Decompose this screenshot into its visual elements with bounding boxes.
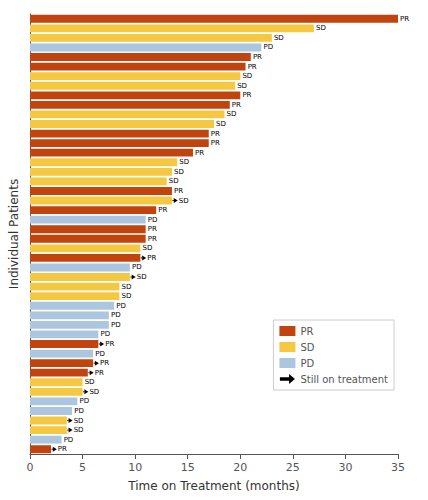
svg-text:35: 35 (391, 461, 405, 474)
svg-text:SD: SD (179, 158, 189, 166)
svg-text:SD: SD (74, 426, 84, 434)
svg-text:SD: SD (137, 273, 147, 281)
svg-text:25: 25 (286, 461, 300, 474)
svg-text:Still on treatment: Still on treatment (300, 374, 388, 385)
svg-text:PR: PR (147, 254, 156, 262)
svg-text:PD: PD (116, 302, 126, 310)
svg-text:30: 30 (338, 461, 352, 474)
svg-text:SD: SD (274, 34, 284, 42)
svg-text:SD: SD (169, 177, 179, 185)
svg-text:PR: PR (148, 225, 157, 233)
svg-text:SD: SD (89, 388, 99, 396)
svg-text:SD: SD (316, 24, 326, 32)
svg-text:15: 15 (181, 461, 195, 474)
svg-text:PR: PR (174, 187, 183, 195)
svg-text:PR: PR (248, 63, 257, 71)
svg-text:PR: PR (95, 369, 104, 377)
svg-text:PR: PR (211, 130, 220, 138)
svg-text:Individual Patients: Individual Patients (7, 179, 21, 289)
svg-text:PD: PD (79, 397, 89, 405)
svg-text:SD: SD (143, 244, 153, 252)
svg-text:PD: PD (132, 263, 142, 271)
svg-text:5: 5 (79, 461, 86, 474)
svg-text:SD: SD (74, 417, 84, 425)
svg-text:PD: PD (111, 311, 121, 319)
svg-text:SD: SD (179, 197, 189, 205)
svg-text:SD: SD (300, 342, 314, 353)
svg-text:SD: SD (237, 82, 247, 90)
svg-text:SD: SD (121, 292, 131, 300)
svg-text:20: 20 (233, 461, 247, 474)
svg-text:PR: PR (105, 340, 114, 348)
svg-text:PD: PD (111, 321, 121, 329)
svg-text:PR: PR (58, 445, 67, 453)
svg-text:0: 0 (27, 461, 34, 474)
svg-text:PD: PD (95, 350, 105, 358)
svg-text:SD: SD (227, 110, 237, 118)
svg-text:PR: PR (232, 101, 241, 109)
svg-text:PD: PD (300, 358, 314, 369)
svg-text:PR: PR (211, 139, 220, 147)
svg-text:SD: SD (216, 120, 226, 128)
svg-text:PD: PD (148, 216, 158, 224)
svg-text:PD: PD (64, 436, 74, 444)
svg-text:Time on Treatment (months): Time on Treatment (months) (127, 479, 299, 493)
svg-text:PD: PD (263, 43, 273, 51)
svg-text:PD: PD (74, 407, 84, 415)
svg-text:SD: SD (85, 378, 95, 386)
svg-text:SD: SD (242, 72, 252, 80)
svg-text:PR: PR (400, 15, 409, 23)
svg-text:SD: SD (174, 168, 184, 176)
svg-text:PR: PR (100, 359, 109, 367)
svg-text:PR: PR (148, 235, 157, 243)
svg-text:PR: PR (300, 326, 313, 337)
svg-text:SD: SD (121, 283, 131, 291)
svg-text:PR: PR (253, 53, 262, 61)
svg-text:PR: PR (195, 149, 204, 157)
svg-text:10: 10 (128, 461, 142, 474)
svg-text:PR: PR (158, 206, 167, 214)
svg-text:PR: PR (242, 91, 251, 99)
svg-text:PD: PD (100, 330, 110, 338)
